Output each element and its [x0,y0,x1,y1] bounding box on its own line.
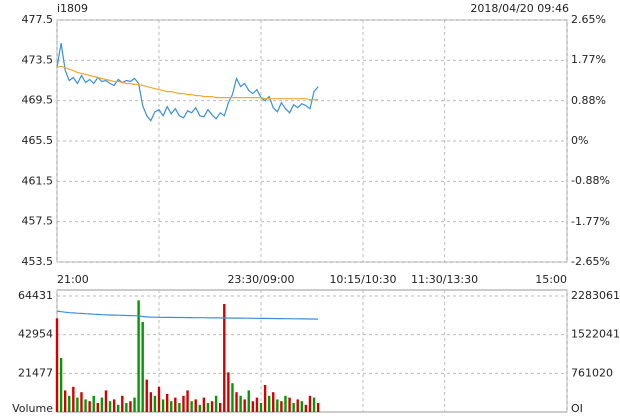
y2-tick-label: -0.88% [571,174,610,187]
y-tick-label: 473.5 [22,53,54,66]
volume-bar [96,402,99,412]
volume-bar [206,402,210,412]
y2-tick-label: 0.88% [571,94,606,107]
volume-bar [267,395,271,412]
volume-bar [182,395,185,412]
volume-bar [304,404,308,412]
volume-bar [186,390,189,412]
volume-bar [117,404,120,412]
volume-bar [316,402,320,412]
volume-bar [243,399,246,412]
volume-bar [63,390,67,412]
volume-bar [133,397,136,412]
volume-bar [174,397,177,412]
y-tick-label: 457.5 [22,215,54,228]
y2-tick-label: 0% [571,134,588,147]
volume-bar [202,397,206,412]
volume-bar [92,395,95,412]
volume-bar [190,401,193,412]
y2-tick-label: 2283061 [571,289,620,302]
volume-bar [276,399,279,412]
y2-axis-label: OI [571,402,583,415]
volume-bar [272,392,275,412]
volume-bar [108,401,112,412]
volume-bar [259,402,263,412]
y2-tick-label: 1522041 [571,328,620,341]
volume-bar [292,402,295,412]
volume-bar [145,379,148,412]
volume-bar [219,402,222,412]
volume-bar [161,399,165,412]
volume-bar [104,390,108,412]
volume-bar [170,401,173,412]
chart-title: i1809 [57,2,88,15]
volume-bar [137,300,140,412]
volume-bar [300,401,303,412]
y-tick-label: 42954 [18,328,53,341]
volume-bar [84,399,87,412]
volume-bar [231,383,234,412]
price-line [56,65,319,101]
volume-bar [247,390,250,412]
volume-bar [165,393,169,412]
volume-bar [149,392,153,412]
volume-bar [194,399,197,412]
x-tick-label: 10:15/10:30 [329,273,396,286]
volume-bar [223,303,226,412]
volume-bar [125,402,128,412]
y2-tick-label: -1.77% [571,215,610,228]
oi-line [56,310,319,320]
volume-bar [263,384,267,412]
volume-bar [255,397,259,412]
volume-bar [80,392,83,412]
volume-bar [76,397,79,412]
volume-bar [214,395,218,412]
y-tick-label: 461.5 [22,174,54,187]
volume-bar [296,399,299,412]
x-tick-label: 11:30/13:30 [411,273,478,286]
y2-tick-label: 2.65% [571,13,606,26]
volume-bar [312,397,316,412]
volume-bar [141,321,144,412]
y-tick-label: 469.5 [22,94,54,107]
x-tick-label: 23:30/09:00 [227,273,294,286]
volume-bar [198,404,201,412]
volume-bar [235,392,238,412]
volume-bar [55,318,59,412]
volume-bar [288,397,291,412]
volume-bar [129,401,132,412]
volume-bar [308,395,312,412]
volume-bar [59,357,63,412]
volume-bar [280,401,283,412]
volume-bar [112,399,116,412]
price-line [56,43,319,122]
volume-bar [239,395,242,412]
volume-bar [153,395,157,412]
y-tick-label: 477.5 [22,13,54,26]
chart-subtitle: 2018/04/20 09:46 [470,2,569,15]
volume-bar [210,401,214,412]
y-axis-label: Volume [12,402,53,415]
volume-bar [72,386,75,412]
volume-frame [56,289,568,413]
volume-bar [251,401,255,412]
volume-bar [121,395,124,412]
volume-bar [157,386,161,412]
y-tick-label: 465.5 [22,134,54,147]
volume-bar [88,401,91,412]
volume-bar [227,372,230,412]
y-tick-label: 21477 [18,366,53,379]
x-tick-label: 21:00 [57,273,89,286]
x-tick-label: 15:00 [535,273,567,286]
y2-tick-label: 1.77% [571,53,606,66]
volume-bar [100,397,104,412]
y2-tick-label: 761020 [571,366,613,379]
volume-bar [284,395,287,412]
volume-bar [178,402,181,412]
volume-bar [68,395,71,412]
y2-tick-label: -2.65% [571,255,610,268]
y-tick-label: 453.5 [22,255,54,268]
y-tick-label: 64431 [18,289,53,302]
